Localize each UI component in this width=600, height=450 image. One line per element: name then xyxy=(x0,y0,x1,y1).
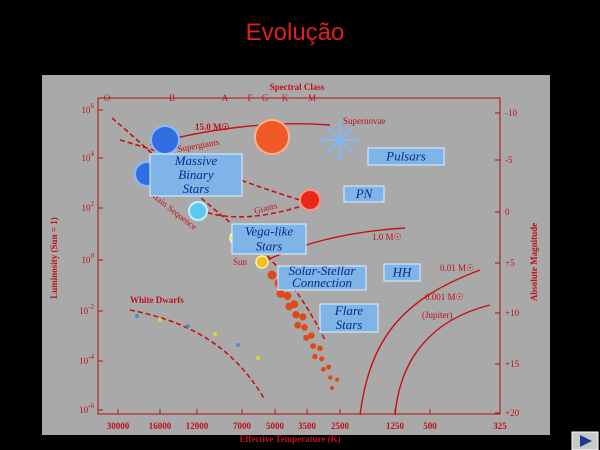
bottom-tick-label: 16000 xyxy=(149,421,172,431)
region-label: Supernovae xyxy=(343,116,386,126)
dot xyxy=(299,313,306,320)
sun-label: Sun xyxy=(233,257,248,267)
box-label: Stars xyxy=(256,239,283,254)
track-label: 0.01 M☉ xyxy=(440,263,474,273)
dot xyxy=(312,354,317,359)
track-label: 15.0 M☉ xyxy=(195,122,230,132)
bottom-tick-label: 7000 xyxy=(233,421,252,431)
right-tick-label: +10 xyxy=(505,308,520,318)
tick-exponent: 6 xyxy=(91,102,95,110)
box-label: Stars xyxy=(183,181,210,196)
star xyxy=(151,126,179,154)
dot xyxy=(335,378,339,382)
dot xyxy=(294,322,301,329)
dot xyxy=(319,356,324,361)
spectral-class-label: G xyxy=(262,93,269,103)
tick-exponent: 0 xyxy=(91,252,95,260)
bottom-tick-label: 30000 xyxy=(107,421,130,431)
left-axis-title: Luminosity (Sun = 1) xyxy=(49,217,59,298)
region-label: White Dwarfs xyxy=(130,295,184,305)
white-dwarf-dot xyxy=(236,343,240,347)
star xyxy=(255,120,289,154)
right-axis-title: Absolute Magnitude xyxy=(529,223,539,301)
right-tick-label: +5 xyxy=(505,258,515,268)
track-label: 1.0 M☉ xyxy=(372,232,402,242)
tick-exponent: 2 xyxy=(91,200,95,208)
bottom-tick-label: 5000 xyxy=(266,421,285,431)
tick-exponent: 4 xyxy=(91,150,95,158)
pulsar-icon xyxy=(320,120,360,160)
top-axis-title: Spectral Class xyxy=(270,82,325,92)
right-tick-label: +15 xyxy=(505,359,520,369)
box-label: Vega-like xyxy=(245,224,294,239)
spectral-class-label: K xyxy=(282,93,289,103)
right-tick-label: -5 xyxy=(505,155,513,165)
spectral-class-label: F xyxy=(247,93,252,103)
white-dwarf-dot xyxy=(135,314,139,318)
dot xyxy=(328,375,332,379)
slide-title: Evolução xyxy=(246,19,345,46)
spectral-class-label: A xyxy=(222,93,229,103)
tick-exponent: -4 xyxy=(88,353,94,361)
white-dwarf-dot xyxy=(256,356,260,360)
dot xyxy=(301,324,308,331)
right-tick-label: 0 xyxy=(505,207,510,217)
box-label: Pulsars xyxy=(385,149,426,164)
nav-button[interactable] xyxy=(572,432,598,450)
tick-exponent: -6 xyxy=(88,402,94,410)
bottom-tick-label: 1250 xyxy=(386,421,405,431)
dot xyxy=(283,292,291,300)
right-tick-label: +20 xyxy=(505,408,520,418)
diagram-panel xyxy=(42,75,550,435)
bottom-tick-label: 500 xyxy=(423,421,437,431)
tick-exponent: -2 xyxy=(88,303,94,311)
sun-star xyxy=(256,256,268,268)
dot xyxy=(303,335,309,341)
dot xyxy=(330,386,334,390)
box-label: Massive xyxy=(174,153,218,168)
dot xyxy=(268,271,277,280)
white-dwarf-dot xyxy=(213,332,217,336)
box-label: Stars xyxy=(336,317,363,332)
dot xyxy=(292,311,299,318)
track-label: 0.001 M☉ xyxy=(425,292,464,302)
box-label: Connection xyxy=(292,275,352,290)
bottom-tick-label: 325 xyxy=(493,421,507,431)
spectral-class-label: O xyxy=(104,93,111,103)
box-label: Flare xyxy=(334,303,364,318)
bottom-axis-title: Effective Temperature (K) xyxy=(239,434,340,444)
track-label: (Jupiter) xyxy=(422,310,453,320)
bottom-tick-label: 3500 xyxy=(298,421,317,431)
box-label: HH xyxy=(392,265,412,280)
spectral-class-label: B xyxy=(169,93,175,103)
dot xyxy=(317,346,323,352)
white-dwarf-dot xyxy=(158,318,162,322)
dot xyxy=(310,343,316,349)
box-label: PN xyxy=(355,186,374,201)
star xyxy=(300,190,320,210)
bottom-tick-label: 12000 xyxy=(186,421,209,431)
spectral-class-label: M xyxy=(308,93,316,103)
bottom-tick-label: 2500 xyxy=(331,421,350,431)
box-label: Binary xyxy=(178,167,214,182)
right-tick-label: -10 xyxy=(505,108,517,118)
dot xyxy=(321,367,326,372)
slide: Evolução 15.0 M☉ Supergiants Supernovae … xyxy=(0,0,600,450)
white-dwarf-dot xyxy=(186,324,190,328)
dot xyxy=(285,303,293,311)
dot xyxy=(326,365,331,370)
